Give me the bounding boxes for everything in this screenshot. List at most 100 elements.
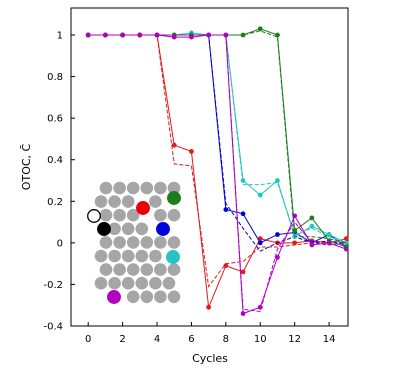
x-tick-label: 2 [119, 334, 125, 345]
y-tick-label: -0.2 [43, 280, 63, 291]
y-tick-label: 0.4 [47, 155, 63, 166]
qubit [108, 222, 121, 236]
y-tick-label: 0 [57, 238, 63, 249]
data-point [240, 311, 246, 316]
data-point [326, 232, 332, 237]
qubit-highlight [167, 191, 181, 205]
data-point [171, 142, 177, 148]
data-point [103, 32, 108, 38]
qubit [99, 208, 113, 222]
qubit [149, 195, 162, 208]
qubit [126, 181, 140, 195]
qubit [149, 276, 162, 290]
qubit [167, 208, 181, 222]
qubit-highlight [107, 290, 121, 304]
qubit [140, 290, 154, 304]
series-line [88, 34, 347, 312]
data-point [326, 240, 332, 246]
qubit [126, 263, 140, 276]
plot-frame [70, 7, 349, 327]
x-tick-label: 14 [323, 334, 336, 345]
data-point [257, 240, 263, 246]
data-point [223, 207, 229, 213]
data-point [240, 32, 246, 38]
qubit [108, 276, 121, 290]
y-tick-label: 0.6 [47, 114, 63, 125]
data-point [240, 269, 246, 275]
qubit [140, 263, 154, 276]
qubit [108, 249, 121, 263]
data-point [171, 34, 177, 40]
data-point [189, 34, 194, 40]
y-axis-label: OTOC, C̄ [20, 143, 33, 190]
data-point [309, 223, 315, 229]
qubit [99, 236, 113, 249]
qubit-highlight [97, 222, 111, 236]
qubit-highlight [156, 222, 170, 236]
y-tick-label: 0.2 [47, 197, 63, 208]
x-tick-label: 10 [254, 334, 267, 345]
qubit [94, 195, 108, 208]
qubit [135, 276, 149, 290]
x-tick-label: 4 [154, 334, 160, 345]
qubit [121, 222, 135, 236]
data-point [189, 149, 194, 154]
qubit [99, 263, 113, 276]
qubit [94, 276, 108, 290]
qubit [162, 276, 176, 290]
data-point [275, 178, 280, 183]
data-point [292, 227, 298, 233]
qubit [140, 181, 154, 195]
qubit [167, 236, 181, 249]
data-point [309, 242, 315, 248]
data-point [343, 246, 349, 252]
qubit-highlight [87, 209, 101, 223]
qubit [167, 181, 181, 195]
qubit [126, 208, 140, 222]
qubit [140, 236, 154, 249]
data-point [275, 255, 280, 260]
y-tick-label: -0.4 [43, 322, 63, 333]
qubit [113, 208, 126, 222]
data-point [120, 32, 126, 38]
qubit [121, 195, 135, 208]
qubit [154, 208, 167, 222]
y-tick-label: 0.8 [47, 72, 63, 83]
qubit [121, 249, 135, 263]
qubit [94, 249, 108, 263]
qubit-highlight [136, 201, 150, 215]
data-point [206, 304, 212, 310]
data-point [257, 26, 263, 32]
qubit [113, 181, 126, 195]
qubit [99, 181, 113, 195]
qubit [149, 249, 162, 263]
data-point [223, 263, 229, 269]
data-point [343, 236, 349, 242]
data-point [292, 213, 298, 219]
qubit [154, 181, 167, 195]
qubit [154, 263, 167, 276]
y-tick-label: 1 [57, 31, 63, 42]
data-point [309, 215, 315, 221]
x-axis-label: Cycles [192, 352, 228, 365]
x-tick-label: 8 [223, 334, 229, 345]
x-tick-label: 6 [188, 334, 194, 345]
qubit [113, 236, 126, 249]
qubit [154, 290, 167, 304]
qubit [135, 249, 149, 263]
qubit-lattice [87, 181, 181, 304]
qubit [113, 263, 126, 276]
qubit [126, 290, 140, 304]
x-tick-label: 0 [85, 334, 91, 345]
data-point [292, 240, 298, 246]
qubit [154, 236, 167, 249]
data-point [240, 211, 246, 217]
data-point [257, 192, 263, 198]
x-tick-label: 12 [288, 334, 301, 345]
qubit [108, 195, 121, 208]
data-point [223, 32, 229, 38]
data-point [275, 232, 280, 237]
qubit [167, 263, 181, 276]
